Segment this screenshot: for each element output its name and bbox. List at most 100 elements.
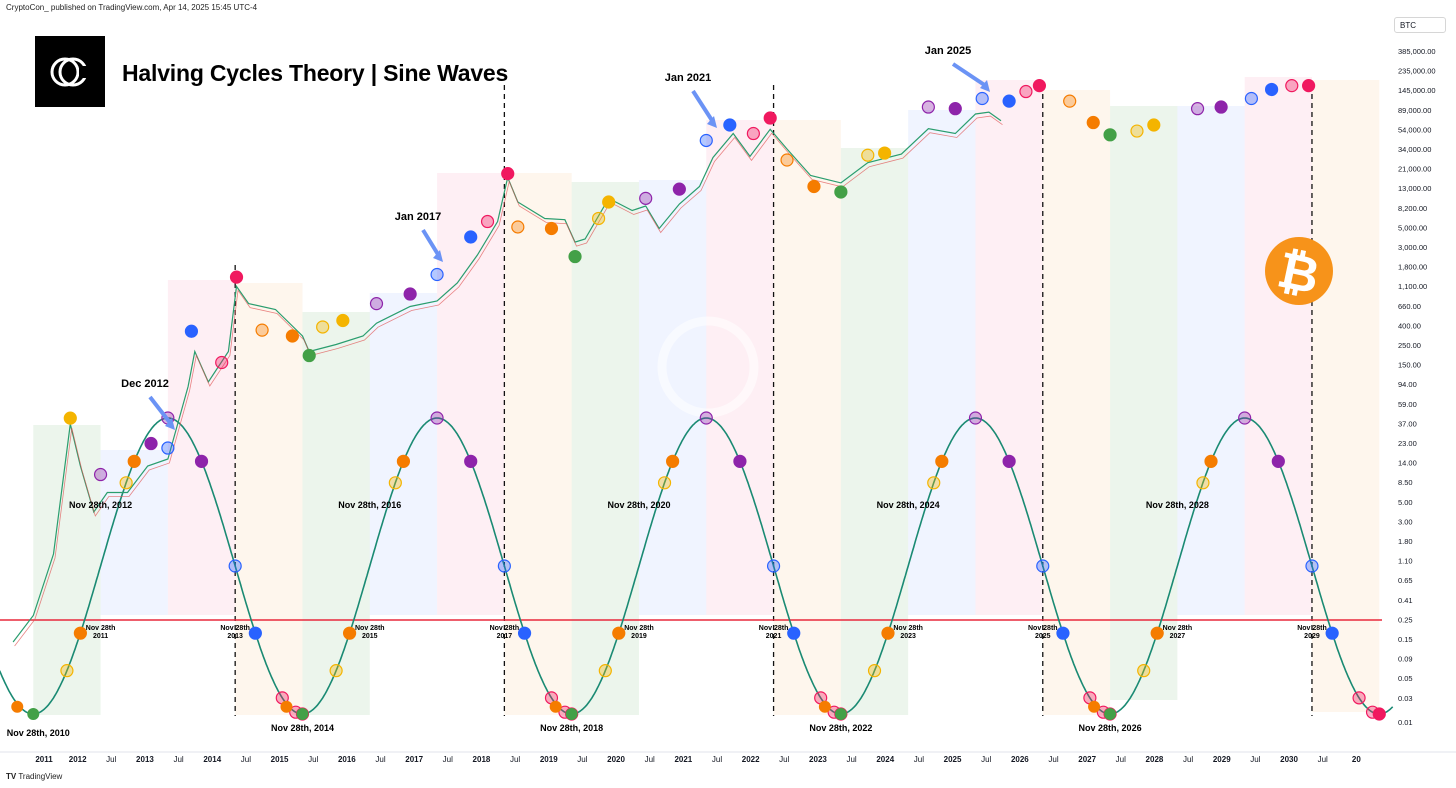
- cross-label-line1: Nov 28th: [624, 625, 654, 632]
- y-tick-label: 13,000.00: [1398, 184, 1431, 193]
- sine-dot: [549, 700, 562, 713]
- y-tick-label: 89,000.00: [1398, 106, 1431, 115]
- footer-text: TradingView: [18, 772, 63, 781]
- sine-dot: [1238, 411, 1252, 425]
- cross-label-line2: 2029: [1304, 633, 1320, 640]
- sine-dot: [119, 476, 133, 490]
- y-tick-label: 3,000.00: [1398, 243, 1427, 252]
- annotation-arrowhead: [980, 80, 990, 92]
- price-dot: [1285, 79, 1299, 93]
- x-tick-label: 2021: [674, 755, 692, 764]
- x-tick-label: Jul: [173, 755, 183, 764]
- sine-wave: [0, 417, 1394, 715]
- cycle-band-10: [706, 120, 774, 615]
- price-dot: [93, 467, 108, 482]
- sine-trough-dot: [834, 708, 847, 720]
- x-tick-label: Jul: [106, 755, 116, 764]
- cross-label-line1: Nov 28th: [355, 625, 385, 632]
- y-tick-label: 94.00: [1398, 380, 1417, 389]
- price-dot: [1086, 115, 1100, 130]
- sine-dot: [1305, 559, 1319, 573]
- price-dot: [1147, 118, 1161, 132]
- cross-label-line1: Nov 28th: [220, 625, 250, 632]
- y-tick-label: 5.00: [1398, 498, 1413, 507]
- x-tick-label: 2016: [338, 755, 356, 764]
- annotation-arrowhead: [707, 116, 717, 128]
- trough-label: Nov 28th, 2010: [7, 728, 70, 738]
- sine-dot: [787, 626, 801, 640]
- y-tick-label: 0.01: [1398, 718, 1413, 727]
- x-tick-label: 2017: [405, 755, 423, 764]
- cycle-band-13: [908, 110, 976, 615]
- cryptocon-logo: [35, 36, 105, 107]
- cycle-band-8: [571, 182, 639, 715]
- annotation-label: Jan 2025: [925, 45, 971, 57]
- symbol-label[interactable]: BTC: [1394, 17, 1446, 33]
- sine-dot: [1271, 454, 1285, 468]
- x-tick-label: 2014: [203, 755, 221, 764]
- x-tick-label: Jul: [241, 755, 251, 764]
- sine-trough-dot: [565, 708, 578, 720]
- y-tick-label: 34,000.00: [1398, 145, 1431, 154]
- sine-dot: [73, 626, 87, 640]
- sine-dot: [881, 626, 895, 640]
- price-dot: [1302, 79, 1316, 93]
- bitcoin-logo-icon: [1265, 237, 1333, 305]
- cross-label-line1: Nov 28th: [490, 625, 520, 632]
- y-tick-label: 23.00: [1398, 439, 1417, 448]
- sine-dot: [1056, 626, 1070, 640]
- y-tick-label: 1.80: [1398, 537, 1413, 546]
- price-dot: [861, 148, 875, 162]
- publish-header: CryptoCon_ published on TradingView.com,…: [6, 3, 258, 12]
- y-tick-label: 0.15: [1398, 635, 1413, 644]
- x-tick-label: 2020: [607, 755, 625, 764]
- price-dot: [1019, 84, 1033, 99]
- sine-dot: [612, 626, 626, 640]
- trough-label: Nov 28th, 2022: [809, 723, 872, 733]
- x-tick-label: Jul: [1183, 755, 1193, 764]
- peak-label: Nov 28th, 2024: [877, 500, 940, 510]
- y-tick-label: 0.41: [1398, 596, 1413, 605]
- price-dot: [807, 179, 821, 194]
- y-tick-label: 0.05: [1398, 674, 1413, 683]
- y-tick-label: 1,800.00: [1398, 263, 1427, 272]
- price-dot: [501, 167, 515, 181]
- sine-dot: [248, 626, 262, 640]
- cycle-band-1: [100, 450, 168, 615]
- sine-dot: [464, 454, 478, 468]
- price-dot: [369, 297, 384, 311]
- price-dot: [672, 182, 686, 196]
- price-dot: [1032, 79, 1047, 93]
- annotation-arrowhead: [433, 250, 443, 262]
- y-tick-label: 5,000.00: [1398, 223, 1427, 232]
- cross-label-line1: Nov 28th: [1297, 625, 1327, 632]
- x-tick-label: 2025: [944, 755, 962, 764]
- trough-label: Nov 28th, 2026: [1079, 723, 1142, 733]
- cross-label-line2: 2011: [93, 633, 108, 640]
- annotation-arrow: [421, 228, 441, 258]
- y-tick-label: 8.50: [1398, 478, 1413, 487]
- price-dot: [1244, 91, 1259, 106]
- price-dot: [1063, 94, 1077, 108]
- x-tick-label: 2024: [876, 755, 894, 764]
- y-tick-label: 37.00: [1398, 419, 1417, 428]
- price-dot: [975, 91, 989, 106]
- x-tick-label: 2018: [473, 755, 491, 764]
- price-dot: [568, 249, 582, 264]
- cross-label-line1: Nov 28th: [759, 625, 789, 632]
- sine-dot: [11, 700, 24, 713]
- price-dot: [144, 436, 158, 451]
- sine-dot: [388, 476, 402, 490]
- x-tick-label: 2011: [35, 755, 53, 764]
- y-tick-label: 145,000.00: [1398, 86, 1436, 95]
- x-tick-label: 2019: [540, 755, 558, 764]
- sine-dot: [1137, 664, 1151, 678]
- sine-dot: [927, 476, 941, 490]
- y-tick-label: 0.09: [1398, 655, 1413, 664]
- cross-label-line1: Nov 28th: [86, 625, 116, 632]
- x-tick-label: 2028: [1146, 755, 1164, 764]
- price-dot: [921, 100, 935, 114]
- sine-dot: [699, 411, 713, 425]
- peak-label: Nov 28th, 2012: [69, 500, 132, 510]
- sine-dot: [733, 454, 747, 468]
